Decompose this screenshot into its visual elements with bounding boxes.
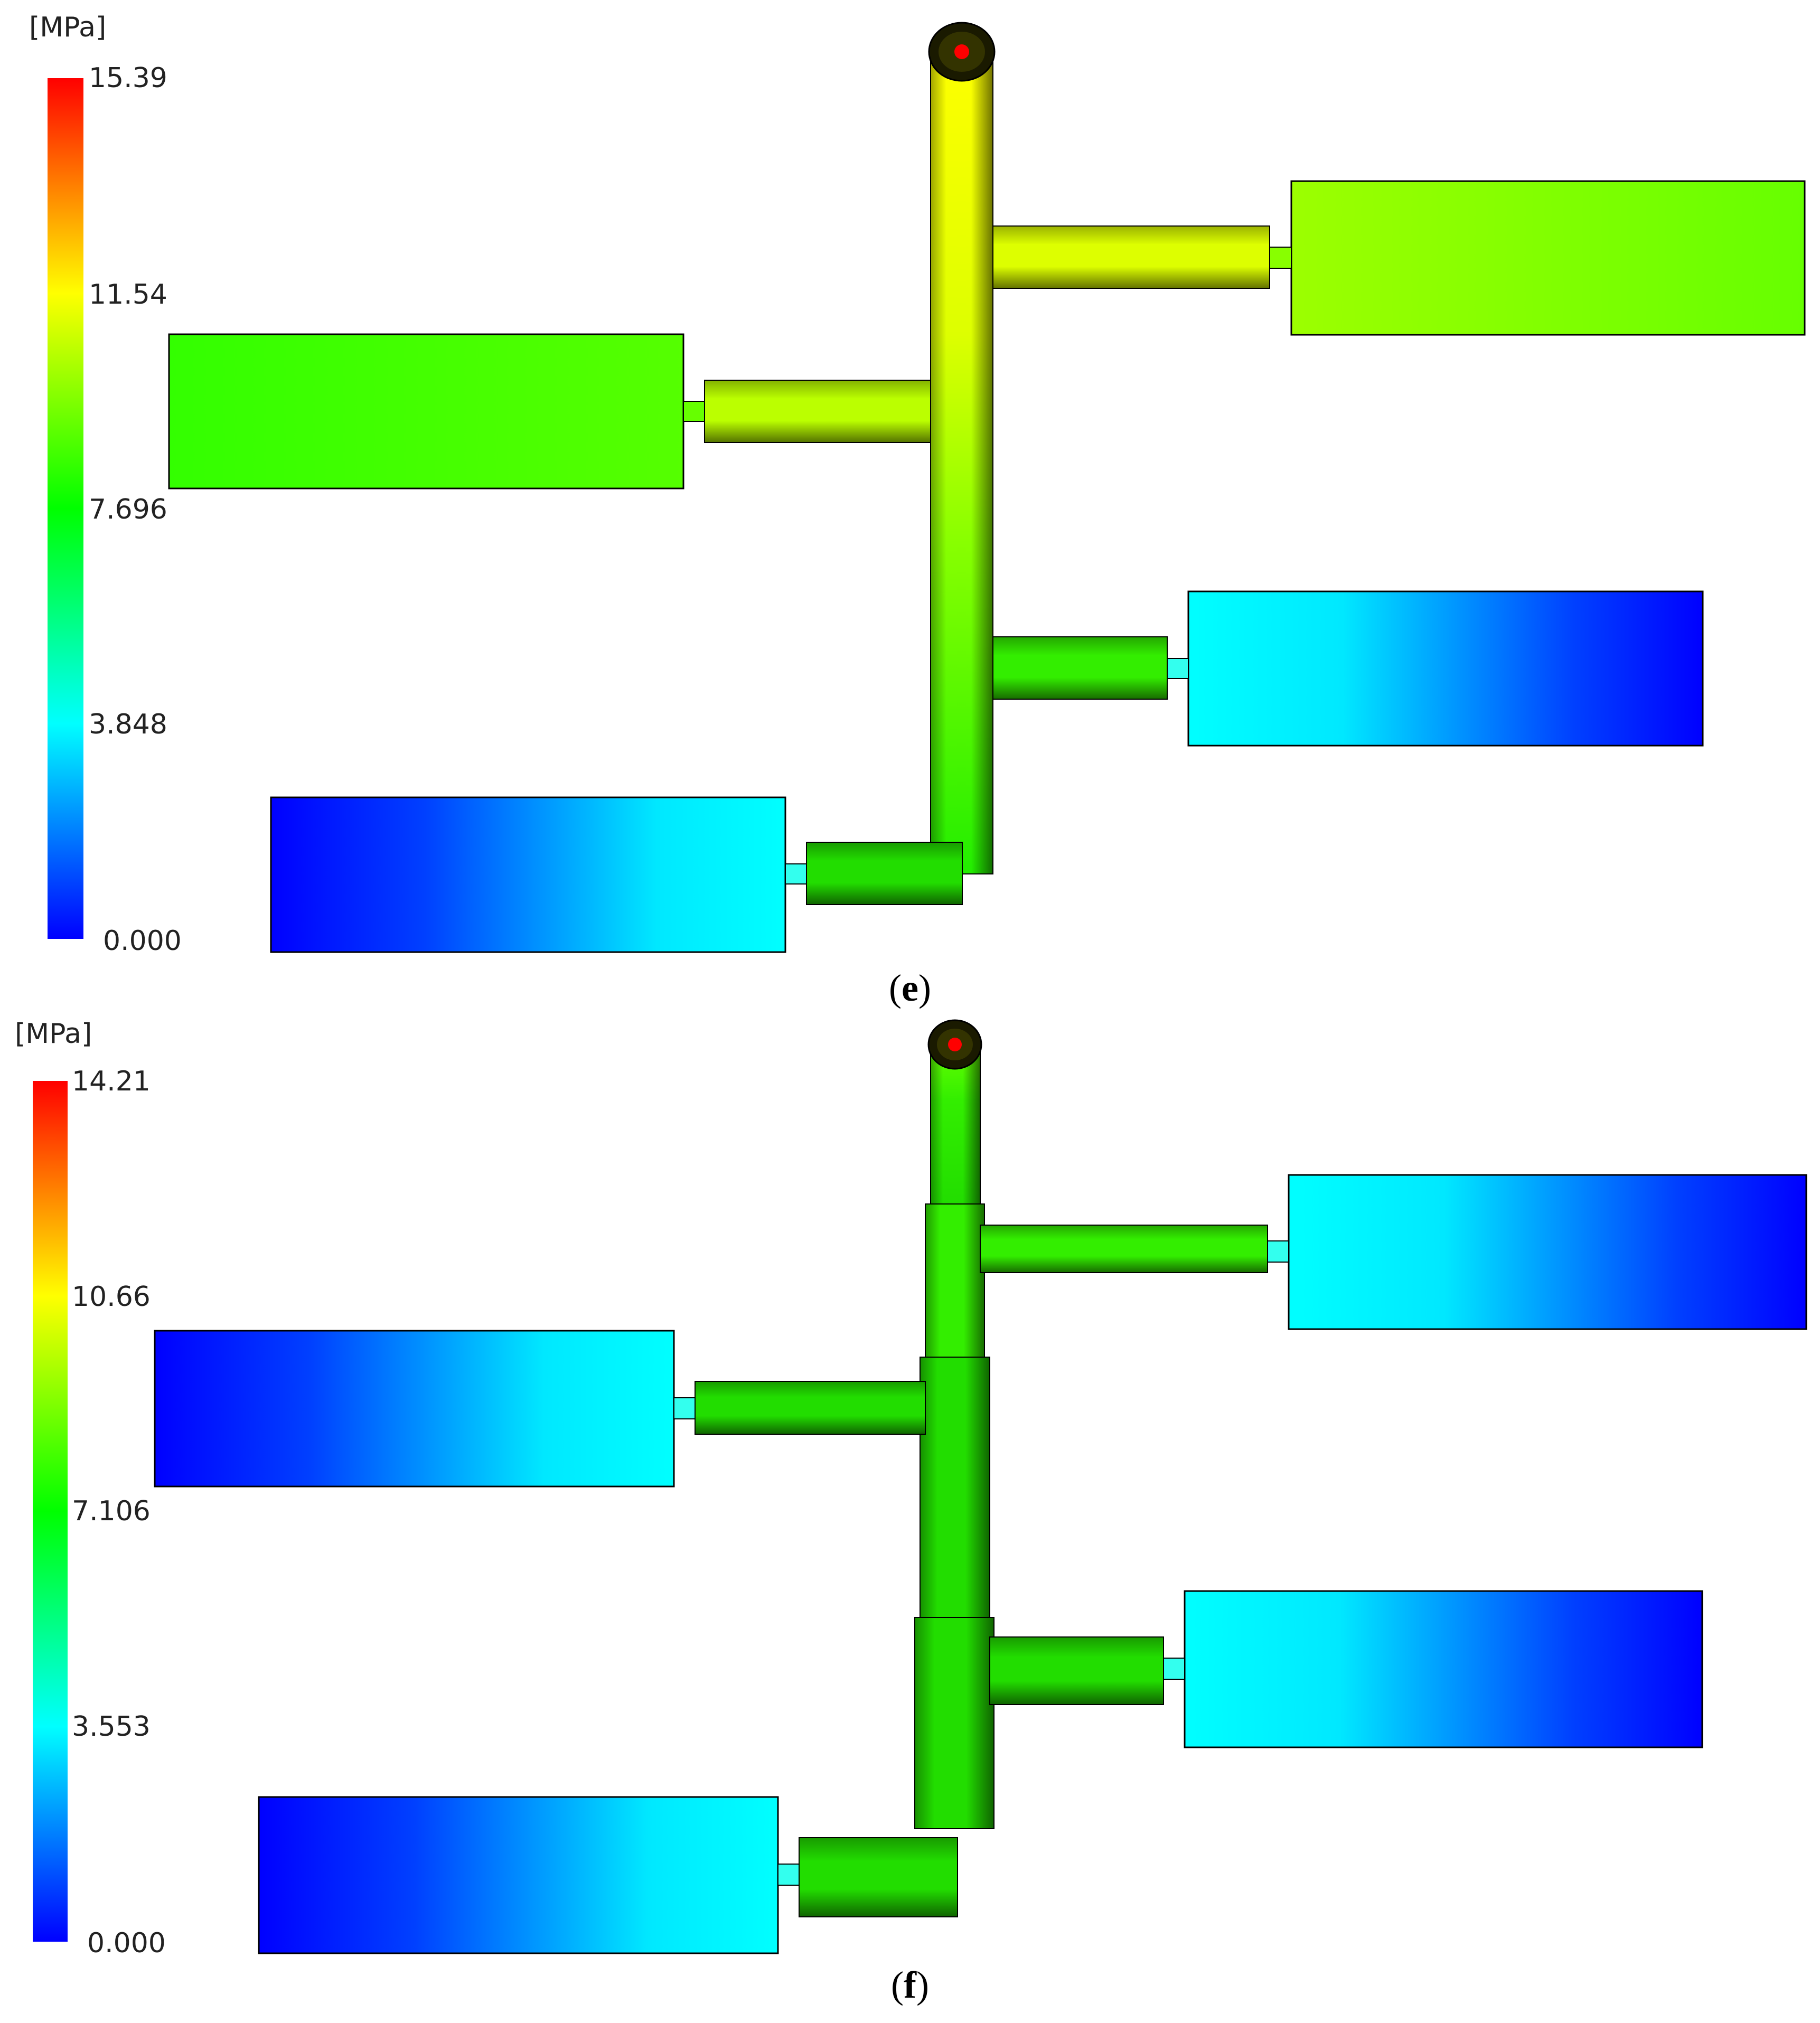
cavity-upper-right (1288, 1174, 1807, 1330)
colorbar-tick-2: 7.696 (89, 494, 167, 525)
colorbar (48, 78, 83, 939)
gate-upper-left (683, 401, 705, 422)
gate-upper-right (1267, 1240, 1289, 1263)
colorbar (33, 1081, 68, 1942)
colorbar-tick-min: 0.000 (87, 1927, 166, 1959)
panel-e: [MPa] 15.39 11.54 7.696 3.848 0.000 (0, 0, 1820, 1009)
colorbar-unit-label: [MPa] (29, 12, 107, 43)
gate-lower-left (785, 863, 807, 885)
runner-lower-right-shading (990, 1637, 1164, 1705)
colorbar-tick-2: 7.106 (72, 1495, 151, 1527)
runner-lower-right-shading (993, 637, 1167, 699)
runner-upper-left-shading (705, 380, 931, 443)
runner-lower-left-shading (799, 1838, 958, 1917)
sprue-segment-4-shading (915, 1617, 994, 1829)
colorbar-tick-1: 3.848 (89, 709, 167, 740)
runner-upper-right-shading (993, 226, 1270, 288)
cavity-upper-right (1290, 180, 1806, 336)
mold-flow-model (154, 1019, 1807, 1954)
runner-upper-left-shading (695, 1381, 925, 1434)
colorbar-tick-3: 10.66 (72, 1281, 151, 1313)
cavity-lower-left (258, 1796, 779, 1954)
colorbar-tick-max: 15.39 (89, 62, 167, 94)
cavity-lower-right (1184, 1590, 1703, 1748)
gate-lower-left (777, 1864, 800, 1886)
cavity-upper-left (154, 1330, 675, 1488)
panel-f: [MPa] 14.21 10.66 7.106 3.553 0.000 (0, 1003, 1820, 2023)
panel-caption-e: (e) (889, 967, 931, 1009)
cavity-lower-right (1187, 590, 1704, 747)
runner-upper-right-shading (980, 1225, 1268, 1273)
cavity-upper-left (168, 333, 684, 490)
gate-lower-right (1163, 1658, 1185, 1680)
colorbar-tick-max: 14.21 (72, 1066, 151, 1097)
colorbar-tick-min: 0.000 (103, 925, 182, 957)
gate-lower-right (1167, 658, 1189, 679)
colorbar-tick-1: 3.553 (72, 1711, 151, 1743)
sprue-segment-2-shading (925, 1204, 984, 1357)
sprue-segment-3-shading (920, 1357, 990, 1617)
runner-lower-left-shading (806, 842, 962, 905)
injection-point-marker (954, 44, 969, 59)
colorbar-tick-3: 11.54 (89, 279, 167, 310)
sprue-shading (931, 45, 993, 874)
panel-caption-f: (f) (891, 1964, 929, 2006)
colorbar-unit-label: [MPa] (15, 1018, 92, 1050)
mold-flow-model (168, 22, 1806, 953)
gate-upper-right (1269, 247, 1292, 269)
cavity-lower-left (270, 796, 786, 953)
sprue-segment-1-shading (931, 1045, 980, 1204)
gate-upper-left (673, 1397, 696, 1419)
injection-point-marker (948, 1038, 962, 1051)
